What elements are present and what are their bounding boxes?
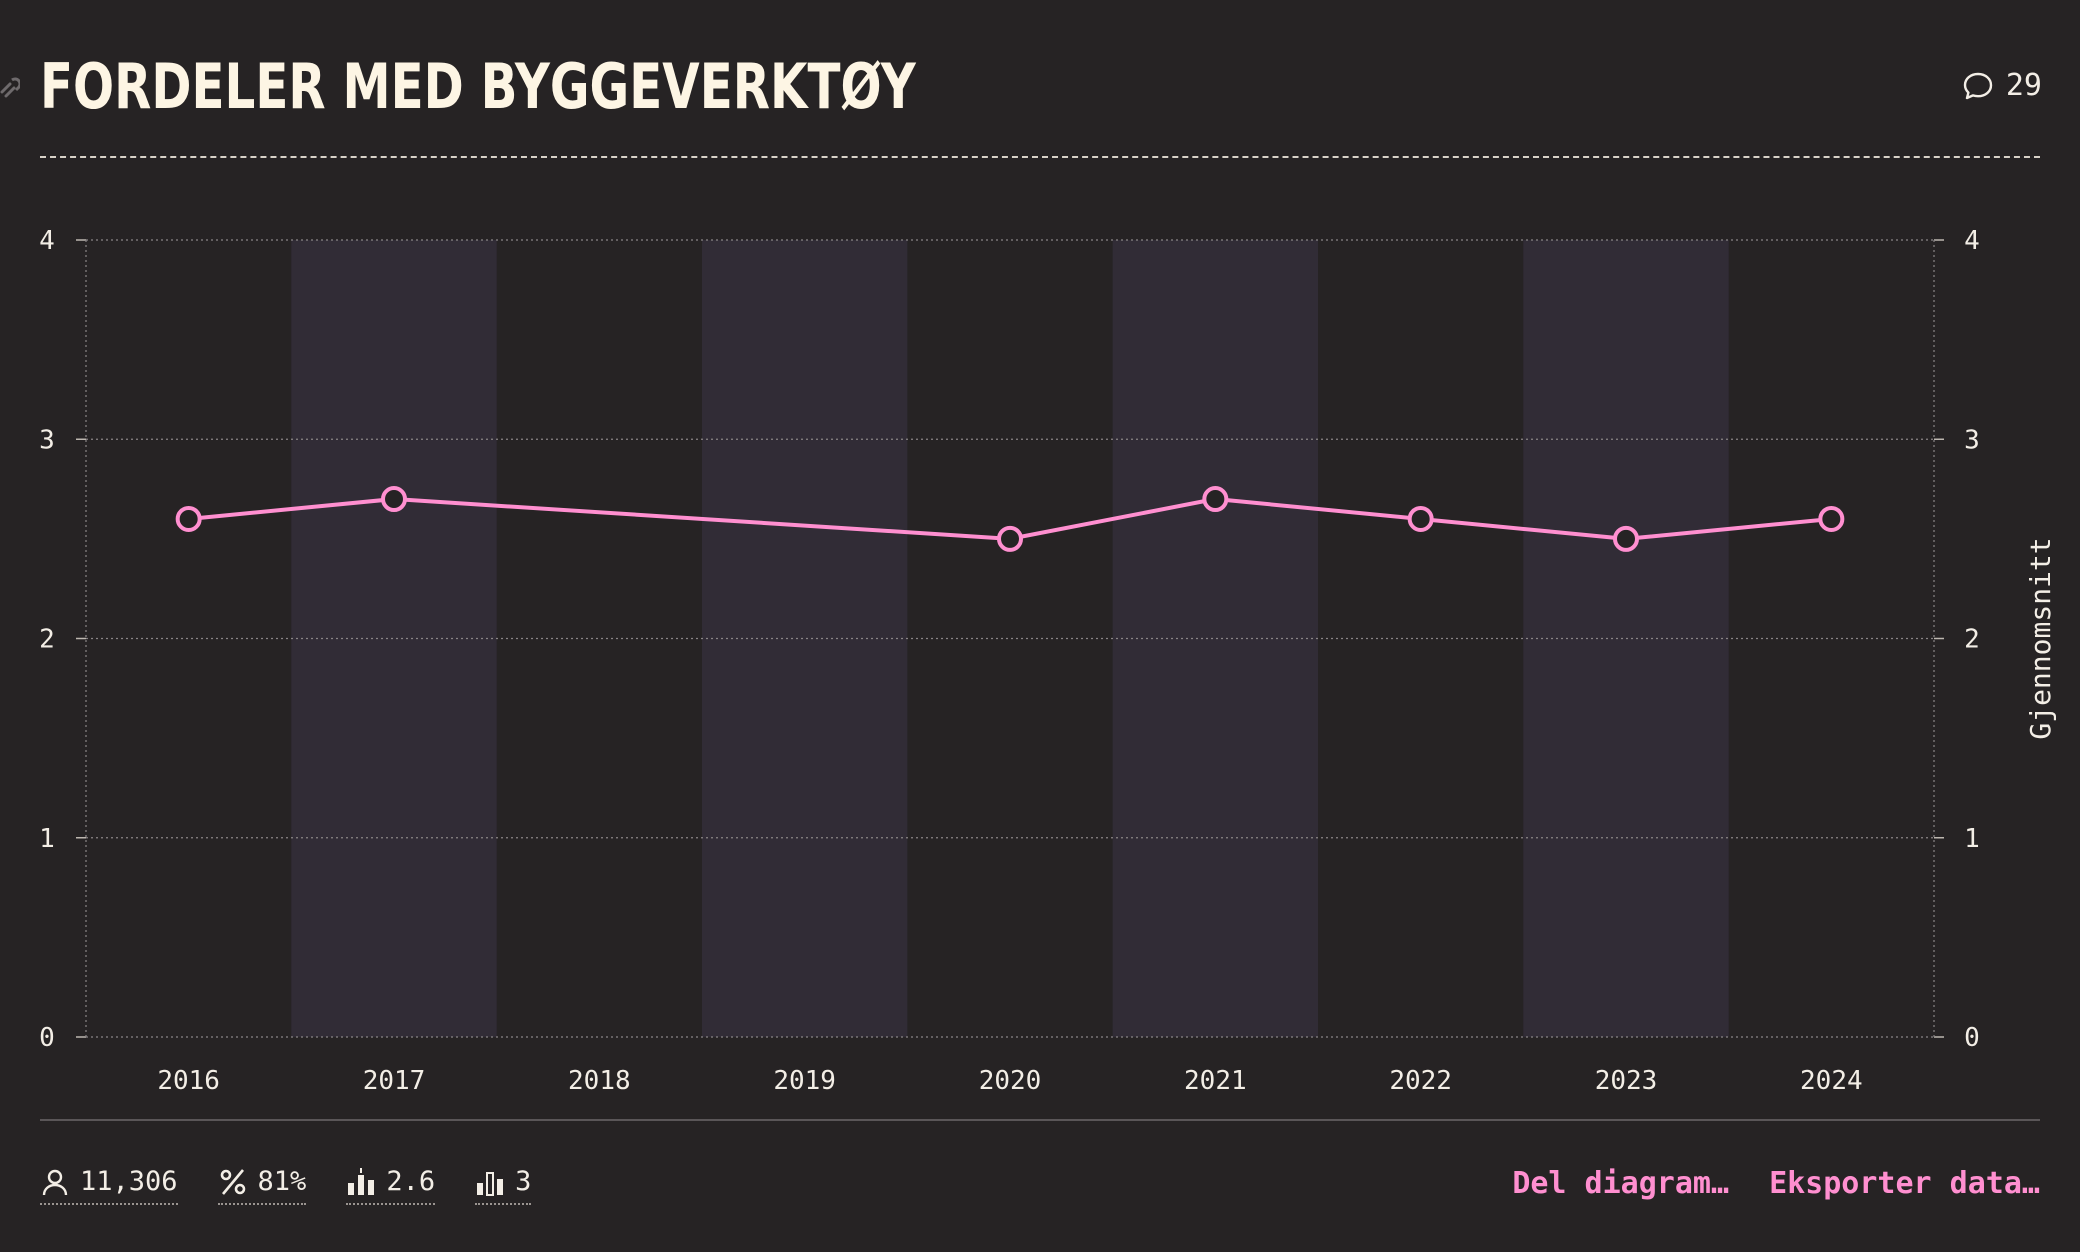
y-tick-label-right-0: 0 [1964,1023,1980,1053]
comments-button[interactable]: 29 [1962,68,2042,103]
x-tick-label-2018: 2018 [568,1066,631,1096]
y-tick-label-left-1: 1 [39,824,55,854]
stat-median-value: 3 [515,1166,532,1197]
x-tick-label-2020: 2020 [979,1066,1042,1096]
stat-average[interactable]: 2.6 [346,1166,436,1205]
x-tick-label-2022: 2022 [1389,1066,1452,1096]
actions: Del diagram… Eksporter data… [1512,1166,2040,1201]
data-point-2021 [1202,486,1229,513]
data-point-2024 [1818,505,1845,532]
comment-count: 29 [2005,68,2042,103]
line-chart: 0 0 1 1 2 2 3 3 4 4 2016 2017 2018 2019 2020 2021 2022 20… [39,226,2057,1096]
y-tick-label-right-1: 1 [1964,824,1980,854]
x-tick-label-2016: 2016 [157,1066,220,1096]
y-tick-label-left-0: 0 [39,1023,55,1053]
footer-divider [40,1119,2040,1121]
y-tick-label-left-4: 4 [39,226,55,256]
data-point-2022 [1407,505,1434,532]
export-data-button[interactable]: Eksporter data… [1769,1166,2040,1201]
y-axis-label: Gjennomsnitt [2024,537,2057,739]
stat-percent-value: 81% [257,1166,307,1197]
data-point-2023 [1613,525,1639,552]
stat-percent[interactable]: 81% [217,1166,307,1205]
y-tick-label-right-2: 2 [1964,625,1980,655]
header-divider [40,156,2040,158]
x-tick-label-2023: 2023 [1595,1066,1658,1096]
stat-respondents-value: 11,306 [80,1166,178,1197]
data-point-2016 [175,505,202,532]
stat-average-value: 2.6 [386,1166,436,1197]
bar-average-icon [348,1167,375,1195]
stats-bar: 11,306 81% 2.6 3 [40,1166,532,1205]
y-tick-label-right-3: 3 [1964,425,1980,455]
share-chart-button[interactable]: Del diagram… [1512,1166,1730,1201]
percent-icon [220,1168,245,1195]
person-icon [42,1169,68,1195]
link-icon[interactable] [0,74,20,102]
y-tick-label-right-4: 4 [1964,226,1980,256]
x-tick-label-2017: 2017 [363,1066,426,1096]
stat-median[interactable]: 3 [475,1166,532,1205]
x-tick-label-2024: 2024 [1800,1066,1863,1096]
speech-bubble-icon [1963,72,1993,99]
x-tick-label-2021: 2021 [1184,1066,1247,1096]
x-tick-label-2019: 2019 [773,1066,836,1096]
bar-median-icon [477,1171,504,1196]
data-point-2020 [997,525,1023,552]
page-title: FORDELER MED BYGGEVERKTØY [40,50,916,123]
y-tick-label-left-2: 2 [39,625,55,655]
data-point-2017 [381,486,407,513]
stat-respondents[interactable]: 11,306 [40,1166,178,1205]
y-tick-label-left-3: 3 [39,425,55,455]
